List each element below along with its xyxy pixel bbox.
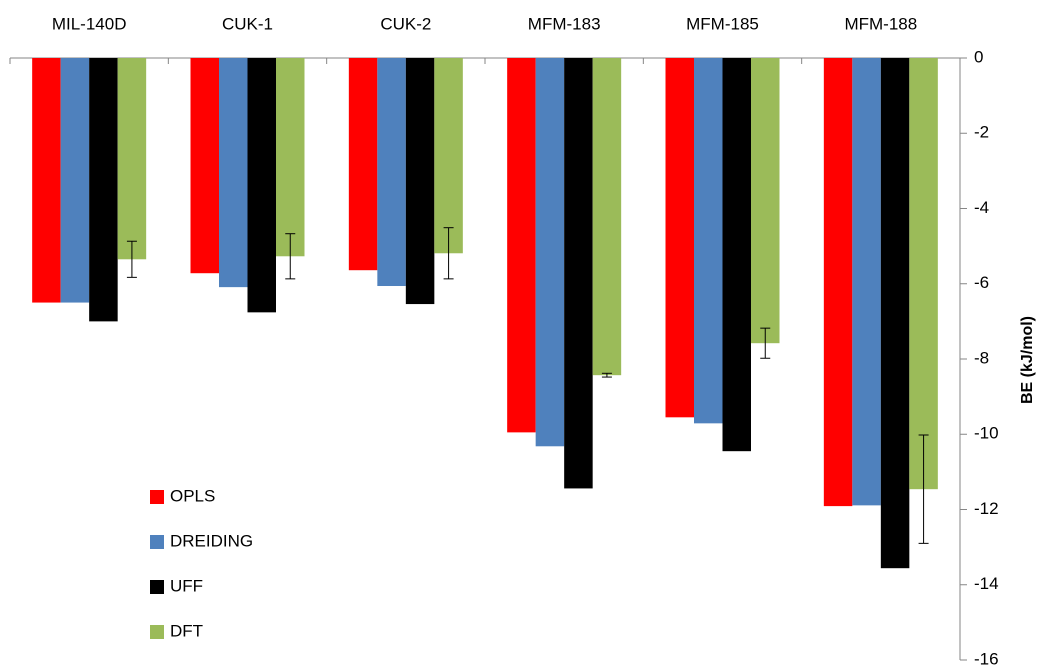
y-tick-label: -16 <box>974 649 999 668</box>
bar <box>89 58 118 322</box>
error-bar <box>126 240 137 278</box>
y-tick-label: -14 <box>974 574 999 593</box>
x-tick-label: MFM-183 <box>528 14 601 33</box>
x-tick-label: CUK-1 <box>222 14 273 33</box>
bar <box>117 58 147 260</box>
x-tick-label: MFM-188 <box>844 14 917 33</box>
bar <box>247 58 276 313</box>
legend-swatch <box>150 580 164 594</box>
bar <box>535 58 565 447</box>
bar <box>377 58 406 287</box>
legend-swatch <box>150 490 164 504</box>
y-axis-title: BE (kJ/mol) <box>1019 316 1036 404</box>
bar <box>348 58 378 271</box>
legend-label: DREIDING <box>170 531 253 550</box>
legend-label: UFF <box>170 576 203 595</box>
bar <box>219 58 248 288</box>
bar <box>694 58 723 424</box>
legend-swatch <box>150 625 164 639</box>
y-tick-label: -6 <box>974 273 989 292</box>
y-tick-label: -8 <box>974 348 989 367</box>
bar <box>405 58 435 305</box>
x-tick-label: CUK-2 <box>380 14 431 33</box>
y-tick-label: -12 <box>974 499 999 518</box>
y-tick-label: -2 <box>974 123 989 142</box>
error-bar <box>601 372 612 378</box>
legend-swatch <box>150 535 164 549</box>
bar <box>665 58 694 418</box>
bar <box>32 58 61 303</box>
bar <box>823 58 853 507</box>
x-tick-label: MFM-185 <box>686 14 759 33</box>
bar <box>60 58 90 303</box>
y-tick-label: -10 <box>974 424 999 443</box>
error-bar <box>443 227 454 280</box>
bar <box>722 58 751 452</box>
bar <box>507 58 536 433</box>
error-bar <box>285 233 296 280</box>
error-bar <box>918 434 929 544</box>
legend-label: DFT <box>170 621 203 640</box>
legend-label: OPLS <box>170 486 215 505</box>
bar <box>852 58 881 506</box>
bar <box>751 58 780 344</box>
y-tick-label: 0 <box>974 47 983 66</box>
bar <box>909 58 938 490</box>
bar <box>434 58 463 254</box>
bar <box>190 58 219 274</box>
bar <box>880 58 910 569</box>
x-tick-label: MIL-140D <box>52 14 127 33</box>
error-bar <box>760 327 771 359</box>
bar <box>592 58 622 376</box>
y-tick-label: -4 <box>974 198 989 217</box>
bar <box>276 58 305 257</box>
bar <box>564 58 593 489</box>
